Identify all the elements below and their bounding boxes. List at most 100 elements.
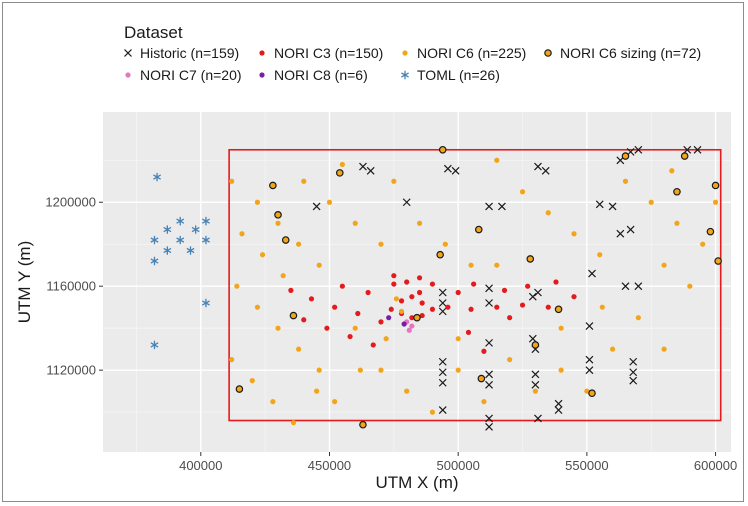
- point-series-3: [588, 389, 596, 398]
- point-series-2: [280, 273, 286, 279]
- point-series-2: [494, 157, 500, 163]
- legend-item: NORI C3 (n=150): [259, 45, 383, 61]
- point-series-2: [332, 399, 338, 405]
- point-series-2: [316, 262, 322, 268]
- point-series-1: [525, 283, 531, 289]
- point-series-6: [201, 235, 210, 245]
- point-series-2: [393, 296, 400, 302]
- legend-key: [401, 70, 409, 80]
- point-series-1: [332, 304, 338, 310]
- legend-key: [124, 49, 132, 57]
- legend-label: NORI C8 (n=6): [274, 67, 368, 83]
- point-series-0: [312, 202, 321, 211]
- point-series-3: [436, 250, 444, 259]
- point-series-1: [416, 289, 423, 296]
- point-series-6: [191, 225, 200, 234]
- point-series-0: [366, 166, 375, 175]
- point-series-6: [176, 235, 185, 245]
- point-series-2: [296, 346, 302, 352]
- point-series-3: [413, 313, 421, 322]
- point-series-1: [455, 289, 461, 296]
- point-series-1: [471, 281, 477, 287]
- legend-label: NORI C6 sizing (n=72): [560, 45, 701, 61]
- point-series-3: [531, 341, 540, 349]
- point-series-2: [275, 220, 281, 226]
- point-series-1: [494, 304, 500, 310]
- point-series-2: [391, 178, 397, 184]
- point-series-1: [388, 306, 394, 312]
- point-series-1: [545, 304, 551, 310]
- point-series-6: [201, 216, 210, 226]
- point-series-2: [519, 189, 526, 195]
- point-series-2: [357, 367, 363, 373]
- point-series-1: [571, 294, 577, 300]
- point-series-1: [409, 315, 415, 321]
- y-axis-title: UTM Y (m): [15, 241, 34, 323]
- point-series-3: [680, 152, 689, 160]
- point-series-3: [714, 257, 722, 265]
- point-series-2: [378, 241, 384, 247]
- point-series-2: [378, 367, 384, 373]
- legend-item: NORI C8 (n=6): [259, 67, 368, 83]
- point-series-0: [498, 202, 506, 211]
- point-series-0: [629, 376, 638, 385]
- point-series-3: [438, 145, 447, 154]
- point-series-3: [281, 236, 290, 244]
- point-series-0: [585, 322, 594, 330]
- point-series-0: [531, 380, 540, 389]
- point-series-0: [541, 166, 550, 175]
- point-series-1: [409, 294, 415, 300]
- point-series-0: [438, 288, 447, 297]
- point-series-1: [468, 306, 474, 312]
- point-series-0: [485, 414, 493, 423]
- point-series-0: [616, 229, 625, 238]
- point-series-2: [234, 283, 240, 289]
- point-series-0: [485, 422, 493, 431]
- point-series-1: [324, 325, 330, 331]
- point-series-1: [416, 275, 423, 281]
- point-series-1: [365, 289, 371, 296]
- point-series-2: [635, 315, 641, 321]
- point-series-1: [501, 287, 508, 293]
- point-series-0: [608, 202, 617, 211]
- point-series-1: [378, 319, 384, 325]
- legend-label: NORI C6 (n=225): [417, 45, 526, 61]
- point-series-6: [150, 256, 159, 266]
- point-series-2: [352, 220, 358, 226]
- point-series-0: [438, 299, 447, 307]
- point-series-2: [316, 367, 322, 373]
- legend-item: NORI C7 (n=20): [125, 67, 242, 83]
- point-series-3: [474, 225, 483, 234]
- point-series-2: [239, 231, 245, 237]
- point-series-0: [528, 292, 537, 301]
- x-tick-label: 500000: [436, 458, 479, 473]
- point-series-0: [438, 368, 447, 377]
- point-series-1: [308, 296, 315, 302]
- point-series-4: [409, 323, 415, 329]
- point-series-0: [534, 288, 542, 297]
- legend: Historic (n=159) NORI C3 (n=150) NORI C6 (…: [124, 45, 701, 83]
- point-series-0: [634, 145, 643, 154]
- point-series-2: [314, 388, 320, 394]
- point-series-2: [558, 325, 564, 331]
- point-series-6: [150, 340, 159, 350]
- plot-panel: [103, 112, 731, 452]
- point-series-2: [468, 262, 474, 268]
- point-series-1: [301, 317, 307, 323]
- point-series-0: [402, 198, 411, 207]
- point-series-3: [235, 385, 244, 393]
- point-series-1: [419, 300, 425, 306]
- point-series-2: [481, 399, 487, 405]
- point-series-2: [599, 304, 605, 310]
- x-axis-title: UTM X (m): [375, 473, 458, 492]
- x-tick-label: 400000: [179, 458, 222, 473]
- data-points: [150, 145, 722, 431]
- point-series-2: [429, 409, 436, 415]
- point-series-0: [534, 162, 542, 171]
- point-series-0: [595, 200, 604, 209]
- point-series-4: [406, 327, 412, 333]
- y-tick-label: 1200000: [45, 195, 96, 210]
- point-series-2: [648, 199, 654, 205]
- x-tick-label: 600000: [694, 458, 737, 473]
